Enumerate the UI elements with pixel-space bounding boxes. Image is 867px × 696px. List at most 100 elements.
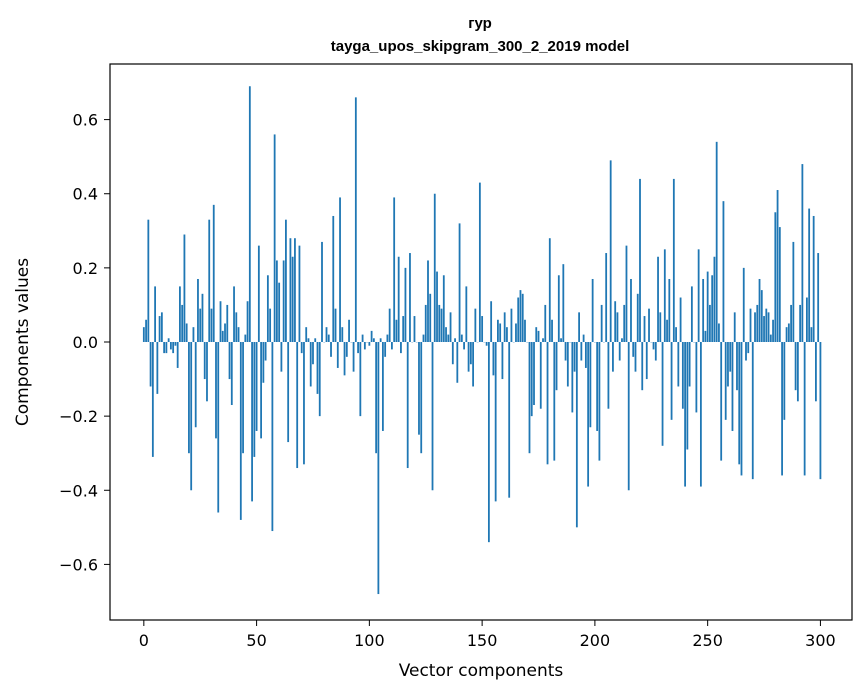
bar: [427, 260, 429, 342]
bar: [190, 342, 193, 491]
bar: [294, 238, 296, 342]
bar: [199, 308, 202, 342]
bar: [668, 278, 671, 342]
bar: [503, 312, 506, 342]
bar: [296, 342, 299, 469]
bar: [499, 323, 502, 342]
bar: [537, 330, 540, 342]
bar: [438, 304, 441, 342]
bar: [740, 342, 743, 476]
bar: [255, 342, 258, 431]
bar: [596, 342, 599, 431]
bar: [370, 330, 373, 342]
bar: [336, 342, 339, 368]
bar: [253, 342, 256, 457]
bar: [257, 245, 260, 342]
y-tick-label: 0.0: [73, 333, 98, 352]
bar: [718, 323, 720, 342]
bar: [790, 304, 792, 342]
bar: [345, 342, 348, 357]
bar: [546, 342, 549, 465]
bar: [805, 297, 808, 342]
bar: [248, 86, 251, 343]
bar: [557, 275, 560, 342]
bar: [185, 323, 188, 342]
bar: [738, 342, 741, 465]
bar: [149, 342, 152, 387]
bar: [704, 330, 707, 342]
bar: [183, 234, 186, 342]
bar: [551, 319, 553, 342]
bar: [224, 323, 226, 342]
bar: [289, 238, 292, 342]
bar: [553, 342, 556, 461]
bar: [316, 342, 319, 394]
bar: [636, 293, 639, 342]
bar: [210, 308, 213, 342]
bar: [672, 178, 675, 342]
bar: [808, 208, 811, 342]
bar: [226, 304, 229, 342]
bar: [769, 334, 772, 342]
bar: [194, 342, 197, 428]
bar: [176, 342, 179, 368]
y-tick-label: 0.6: [73, 111, 98, 130]
bar: [440, 308, 443, 342]
bar: [275, 260, 278, 342]
bar: [778, 227, 781, 342]
bar: [686, 342, 689, 450]
bar: [291, 256, 294, 342]
bar: [219, 301, 222, 342]
bar: [201, 293, 204, 342]
bar: [663, 249, 666, 342]
bar: [318, 342, 321, 417]
bar: [242, 342, 244, 454]
bar: [630, 278, 632, 342]
bar: [560, 338, 562, 342]
bar: [314, 338, 317, 342]
bar: [142, 327, 145, 342]
bar: [760, 290, 763, 342]
bar: [810, 327, 813, 342]
bar: [751, 342, 754, 480]
bar: [160, 312, 163, 342]
bar: [506, 327, 508, 342]
bar: [688, 342, 691, 387]
bar: [627, 342, 630, 491]
bar: [675, 327, 677, 342]
bar: [618, 342, 621, 361]
bar: [659, 312, 662, 342]
bar: [352, 342, 355, 372]
bar: [424, 304, 427, 342]
bar: [361, 334, 364, 342]
x-tick-label: 250: [692, 631, 723, 650]
bar: [156, 342, 159, 394]
bar: [533, 342, 535, 406]
bar: [197, 278, 199, 342]
x-tick-label: 0: [139, 631, 149, 650]
bar: [298, 245, 301, 342]
bar: [431, 342, 434, 491]
bar: [528, 342, 531, 454]
bar: [733, 312, 736, 342]
bar: [625, 245, 628, 342]
bar: [575, 342, 578, 528]
bar: [368, 342, 371, 346]
bar: [582, 334, 585, 342]
bar: [363, 342, 366, 350]
bar: [154, 286, 156, 342]
bar: [230, 342, 233, 406]
bar: [307, 338, 310, 342]
bar: [508, 342, 511, 498]
bar: [731, 342, 734, 431]
bar: [285, 219, 287, 342]
x-tick-label: 100: [354, 631, 385, 650]
bar: [343, 342, 346, 376]
bar: [580, 342, 583, 361]
bar: [641, 342, 644, 391]
bar: [535, 327, 538, 342]
bar: [742, 267, 745, 342]
bar: [169, 342, 172, 350]
bar: [747, 342, 750, 354]
